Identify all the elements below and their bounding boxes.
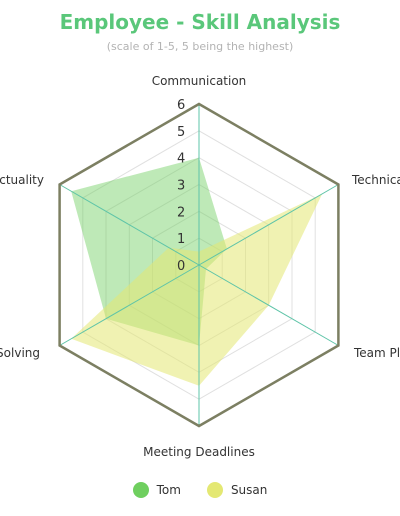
legend-item-tom[interactable]: Tom (132, 482, 181, 498)
axis-label-communication: Communication (152, 74, 247, 88)
tick-label-4: 4 (177, 152, 185, 167)
chart-title: Employee - Skill Analysis (59, 10, 341, 34)
chart-subtitle: (scale of 1-5, 5 being the highest) (106, 40, 294, 53)
tick-label-0: 0 (177, 259, 185, 274)
tick-label-2: 2 (177, 205, 185, 220)
legend-swatch-tom (132, 482, 149, 498)
series-area-susan (71, 193, 323, 386)
axis-label-punctuality: Punctuality (0, 173, 44, 187)
axis-label-meeting-deadlines: Meeting Deadlines (143, 445, 255, 459)
tick-label-6: 6 (177, 98, 185, 113)
legend-label-tom: Tom (156, 483, 181, 497)
spoke-1 (198, 184, 339, 266)
tick-label-1: 1 (177, 232, 185, 247)
legend-label-susan: Susan (230, 483, 268, 497)
axis-label-team-player: Team Player (353, 346, 400, 360)
spoke-5 (59, 184, 200, 266)
spoke-2 (198, 264, 339, 346)
spoke-4 (59, 264, 200, 346)
axis-label-problem-solving: Problem Solving (0, 346, 40, 360)
legend-item-susan[interactable]: Susan (206, 482, 268, 498)
tick-label-5: 5 (177, 125, 185, 140)
legend: Tom Susan (0, 482, 400, 498)
legend-swatch-susan (206, 482, 223, 498)
axis-label-technical: Technical (351, 173, 400, 187)
tick-label-3: 3 (177, 179, 185, 194)
grid-ring-outer (58, 102, 340, 428)
radar-chart: 0 1 2 3 4 5 6 Communication Technical Team Player… (0, 74, 400, 459)
